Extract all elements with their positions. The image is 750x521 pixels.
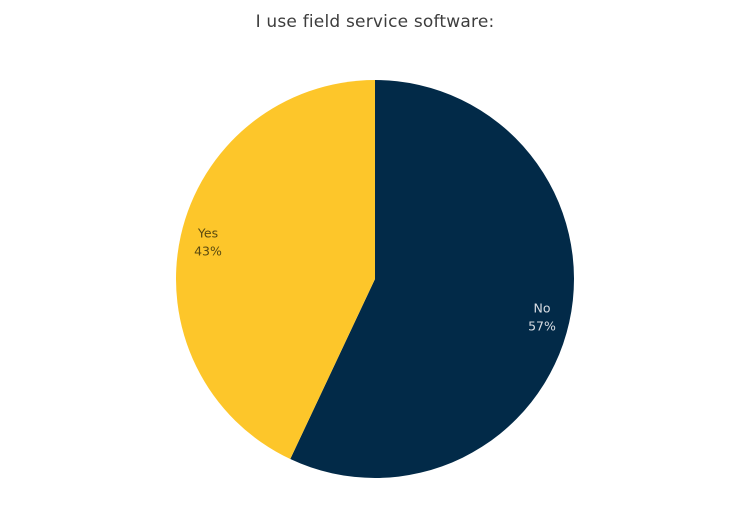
slice-value-label-yes: 43% <box>194 244 222 259</box>
slice-category-label-no: No <box>534 300 551 315</box>
slice-value-label-no: 57% <box>528 318 556 333</box>
pie-slice-no <box>290 79 575 478</box>
slice-category-label-yes: Yes <box>197 226 218 241</box>
pie-slice-yes <box>176 80 375 460</box>
chart-title: I use field service software: <box>255 12 495 32</box>
pie-labels: No 57% Yes 43% <box>194 226 556 334</box>
pie-slices <box>176 79 575 478</box>
